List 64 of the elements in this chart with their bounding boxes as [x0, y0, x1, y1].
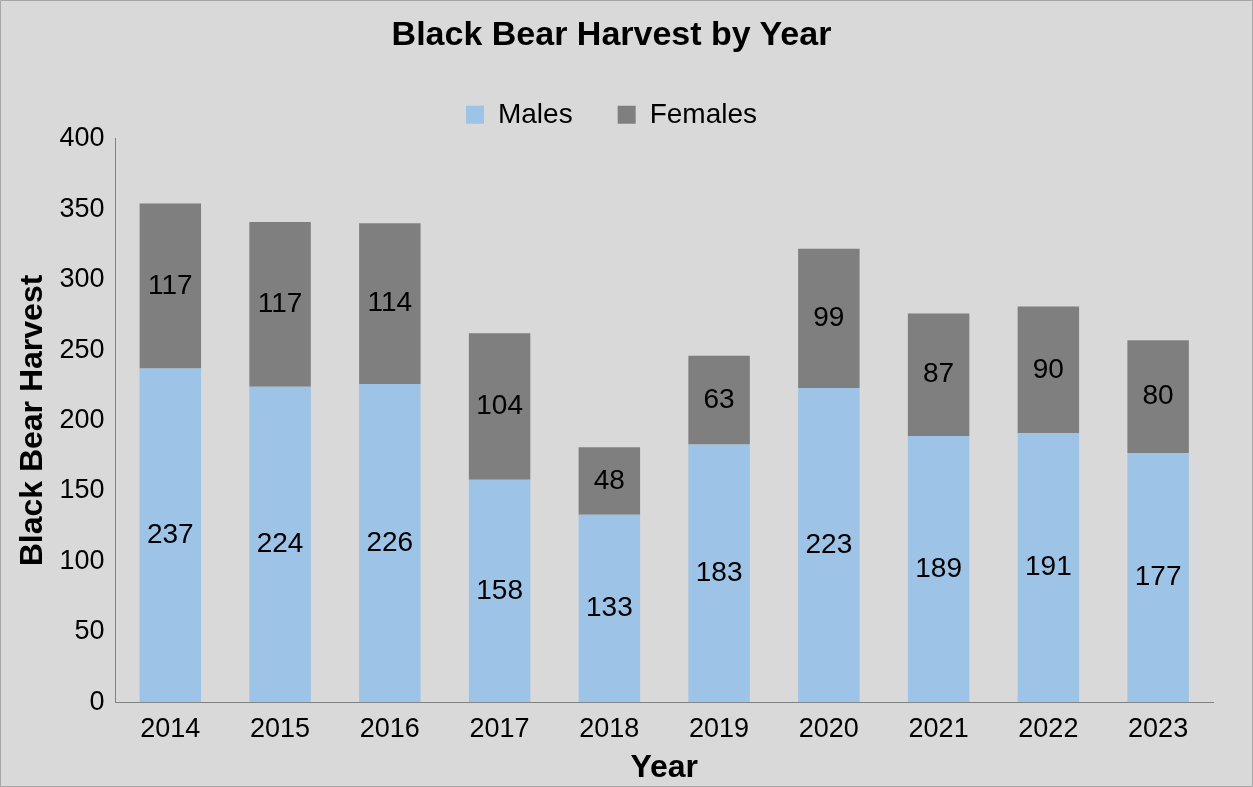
y-tick-label: 150 — [59, 474, 105, 505]
bar — [468, 333, 531, 480]
x-tick-label: 2022 — [1018, 712, 1079, 743]
bar — [139, 203, 202, 369]
x-tick-label: 2021 — [908, 712, 969, 743]
data-label: 226 — [366, 525, 414, 557]
data-label: 80 — [1142, 379, 1174, 411]
bar — [249, 221, 311, 387]
data-label: 117 — [148, 268, 193, 300]
y-tick-label: 300 — [59, 263, 105, 294]
x-tick-label: 2023 — [1128, 712, 1189, 743]
data-label: 191 — [1025, 550, 1072, 582]
x-tick-label: 2015 — [250, 712, 311, 743]
data-label: 224 — [256, 527, 304, 559]
x-tick-label: 2020 — [798, 712, 859, 743]
data-label: 189 — [915, 551, 962, 583]
data-label: 104 — [476, 389, 523, 421]
bar — [578, 514, 641, 703]
y-tick-label: 100 — [59, 544, 105, 575]
y-axis-title: Black Bear Harvest — [13, 274, 50, 567]
bar — [359, 383, 421, 703]
data-label: 133 — [585, 591, 633, 623]
chart-title: Black Bear Harvest by Year — [391, 13, 832, 52]
bar — [1127, 340, 1189, 453]
x-axis-title: Year — [630, 747, 699, 784]
y-tick-label: 250 — [59, 333, 105, 364]
bar — [907, 435, 970, 703]
data-label: 90 — [1032, 352, 1064, 384]
bar — [798, 388, 860, 703]
data-label: 158 — [476, 573, 523, 605]
data-label: 48 — [593, 463, 625, 495]
x-tick-label: 2016 — [359, 712, 420, 743]
legend-label: Females — [649, 97, 758, 129]
legend-label: Males — [497, 97, 573, 129]
bar — [798, 248, 860, 389]
x-tick-label: 2017 — [469, 712, 530, 743]
data-label: 63 — [703, 382, 735, 414]
x-tick-label: 2018 — [579, 712, 640, 743]
bar — [578, 447, 641, 515]
bar — [688, 444, 750, 703]
x-tick-label: 2019 — [689, 712, 750, 743]
data-label: 99 — [813, 301, 845, 333]
bar — [1017, 433, 1080, 703]
x-tick-label: 2014 — [140, 712, 201, 743]
bar — [688, 355, 750, 445]
y-tick-label: 400 — [59, 122, 105, 153]
data-label: 114 — [367, 286, 413, 318]
bar — [1017, 306, 1080, 434]
y-tick-label: 200 — [59, 403, 105, 434]
y-tick-label: 50 — [74, 615, 105, 646]
y-tick-label: 350 — [59, 192, 105, 223]
data-label: 117 — [257, 287, 303, 319]
bar — [139, 368, 202, 703]
bar — [907, 313, 970, 436]
bar — [1127, 452, 1189, 703]
y-tick-label: 0 — [89, 685, 105, 716]
data-label: 237 — [146, 518, 194, 550]
data-label: 87 — [923, 357, 955, 389]
data-label: 177 — [1134, 560, 1182, 592]
data-label: 183 — [695, 556, 743, 588]
bar — [468, 479, 531, 703]
bar — [249, 386, 311, 703]
bar — [359, 223, 421, 384]
data-label: 223 — [805, 527, 853, 559]
